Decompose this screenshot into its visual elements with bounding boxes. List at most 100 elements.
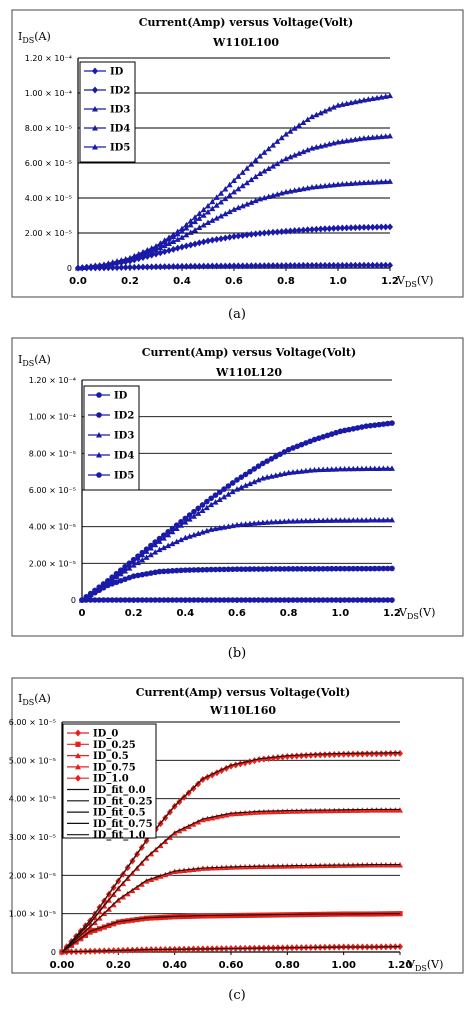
data-point — [259, 475, 266, 481]
data-point — [191, 567, 197, 573]
legend-label: ID5 — [110, 143, 130, 154]
legend-label: ID4 — [114, 451, 134, 462]
data-point — [239, 231, 246, 239]
data-point — [378, 133, 385, 140]
data-point — [251, 478, 258, 485]
data-point — [87, 597, 94, 603]
y-axis-label-unit: (A) — [34, 30, 51, 43]
legend-box — [83, 385, 140, 491]
series-line — [61, 946, 401, 953]
data-point — [218, 812, 225, 819]
y-tick-label: 3.00 × 10⁻⁵ — [9, 833, 56, 842]
data-point — [311, 566, 318, 572]
data-point — [251, 566, 258, 572]
data-point — [139, 549, 146, 556]
data-point — [248, 262, 255, 270]
legend-box — [79, 61, 136, 163]
data-point — [173, 567, 180, 574]
data-point — [147, 551, 154, 558]
data-point — [354, 425, 361, 431]
data-point — [313, 183, 320, 190]
data-point — [264, 458, 270, 464]
data-point — [131, 263, 138, 271]
data-point — [242, 482, 249, 488]
data-point — [126, 597, 133, 603]
data-point — [148, 263, 155, 271]
data-point — [350, 597, 357, 603]
data-point — [296, 122, 302, 128]
x-tick-label: 1.0 — [329, 276, 347, 287]
data-point — [382, 133, 389, 139]
data-point — [156, 597, 163, 603]
data-point — [173, 597, 180, 603]
data-point — [148, 245, 155, 251]
legend-marker — [92, 144, 98, 150]
y-axis-label-main: I — [18, 353, 22, 366]
y-tick-label: 1.20 × 10⁻⁴ — [25, 54, 72, 63]
data-point — [114, 264, 120, 272]
series-id-fit-0-0 — [61, 946, 401, 953]
legend-label: ID3 — [114, 431, 134, 442]
x-axis-label-main: V — [398, 606, 408, 619]
x-axis-label-unit: (V) — [419, 606, 436, 619]
x-axis-label: VDS(V) — [406, 958, 443, 973]
x-tick-label: 0 — [79, 608, 86, 619]
data-point — [287, 262, 294, 270]
data-point — [260, 755, 267, 763]
data-point — [200, 212, 207, 218]
data-point — [320, 565, 326, 572]
x-tick-label: 0.20 — [106, 960, 131, 971]
data-point — [238, 521, 245, 527]
x-axis-label-sub: DS — [407, 612, 419, 621]
data-point — [234, 597, 240, 603]
data-point — [320, 517, 327, 523]
data-point — [382, 261, 389, 269]
data-point — [289, 469, 296, 475]
data-point — [387, 261, 393, 269]
data-point — [270, 142, 276, 148]
data-point — [83, 263, 90, 270]
data-point — [244, 179, 250, 186]
data-point — [369, 95, 376, 102]
data-point — [92, 597, 98, 603]
data-point — [109, 574, 115, 581]
data-point — [126, 574, 133, 581]
data-point — [333, 565, 339, 572]
data-point — [290, 566, 296, 572]
data-point — [196, 262, 203, 270]
x-tick-label: 0.00 — [50, 960, 75, 971]
data-point — [361, 135, 367, 141]
data-point — [387, 132, 393, 139]
data-point — [248, 176, 255, 183]
data-point — [126, 560, 133, 566]
data-point — [374, 94, 380, 101]
data-point — [277, 597, 283, 603]
data-point — [343, 224, 350, 232]
y-tick-label: 6.00 × 10⁻⁵ — [9, 718, 56, 727]
data-point — [264, 474, 271, 480]
data-point — [371, 517, 378, 523]
data-point — [264, 566, 270, 572]
series-line — [61, 808, 400, 953]
data-point — [221, 566, 227, 573]
data-point — [343, 180, 350, 187]
data-point — [291, 187, 298, 193]
data-point — [296, 186, 302, 193]
data-point — [135, 597, 141, 603]
data-point — [365, 223, 372, 231]
legend: ID_0ID_0.25ID_0.5ID_0.75ID_1.0ID_fit_0.0… — [62, 723, 157, 841]
data-point — [294, 517, 301, 524]
data-point — [100, 597, 107, 603]
x-tick-label: 0.60 — [219, 960, 244, 971]
data-point — [307, 467, 314, 473]
data-point — [317, 261, 324, 269]
data-point — [182, 519, 189, 525]
data-point — [242, 521, 249, 527]
data-point — [205, 219, 211, 225]
data-point — [296, 226, 302, 234]
data-point — [161, 263, 168, 271]
data-point — [195, 505, 202, 512]
y-tick-label: 4.00 × 10⁻⁵ — [9, 795, 56, 804]
data-point — [235, 232, 242, 240]
